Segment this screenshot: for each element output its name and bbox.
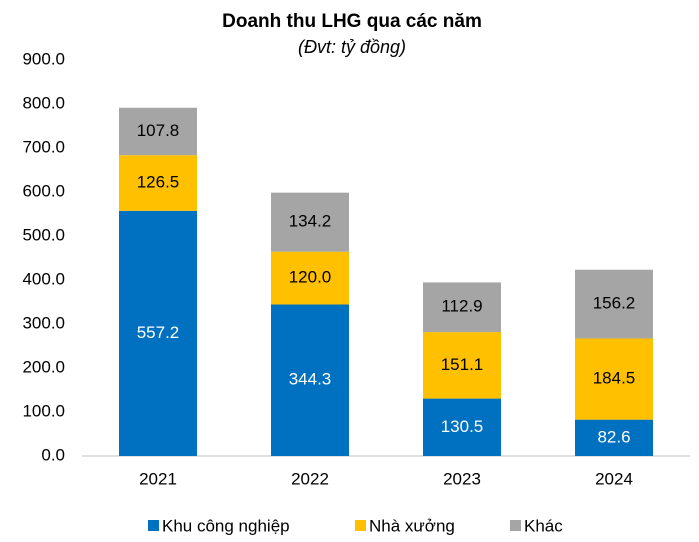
y-tick-label: 900.0	[22, 49, 65, 68]
x-tick-label: 2021	[139, 469, 177, 488]
bar-segment	[575, 338, 653, 420]
y-tick-label: 500.0	[22, 225, 65, 244]
chart-title: Doanh thu LHG qua các năm	[222, 11, 482, 32]
x-tick-label: 2022	[291, 469, 329, 488]
y-tick-label: 600.0	[22, 181, 65, 200]
bar-segment	[575, 419, 653, 456]
bar-segment	[271, 192, 349, 252]
data-label: 156.2	[593, 294, 636, 313]
data-label: 126.5	[137, 172, 180, 191]
data-label: 151.1	[441, 355, 484, 374]
legend-label: Khu công nghiệp	[162, 516, 290, 535]
data-label: 82.6	[597, 427, 630, 446]
y-tick-label: 700.0	[22, 137, 65, 156]
y-tick-label: 400.0	[22, 269, 65, 288]
chart-subtitle: (Đvt: tỷ đồng)	[298, 37, 406, 57]
bar-segment	[423, 398, 501, 456]
data-label: 107.8	[137, 121, 180, 140]
legend-swatch	[148, 520, 159, 531]
legend-swatch	[355, 520, 366, 531]
bar-segment	[423, 282, 501, 333]
data-label: 120.0	[289, 268, 332, 287]
y-tick-label: 100.0	[22, 401, 65, 420]
y-tick-label: 300.0	[22, 313, 65, 332]
legend-swatch	[510, 520, 521, 531]
data-label: 130.5	[441, 417, 484, 436]
bar-segment	[119, 155, 197, 211]
bar-segment	[119, 210, 197, 456]
data-label: 184.5	[593, 369, 636, 388]
bar-segment	[575, 269, 653, 339]
data-label: 112.9	[441, 297, 482, 316]
data-label: 134.2	[289, 212, 332, 231]
x-tick-label: 2024	[595, 469, 633, 488]
x-tick-label: 2023	[443, 469, 481, 488]
y-tick-label: 0.0	[41, 445, 65, 464]
bar-segment	[119, 107, 197, 156]
bar-segment	[271, 304, 349, 456]
data-label: 557.2	[137, 323, 180, 342]
y-tick-label: 200.0	[22, 357, 65, 376]
bar-segment	[423, 332, 501, 399]
legend-label: Khác	[524, 516, 563, 535]
y-tick-label: 800.0	[22, 93, 65, 112]
bar-segment	[271, 251, 349, 305]
data-label: 344.3	[289, 370, 332, 389]
legend-label: Nhà xưởng	[369, 516, 455, 535]
